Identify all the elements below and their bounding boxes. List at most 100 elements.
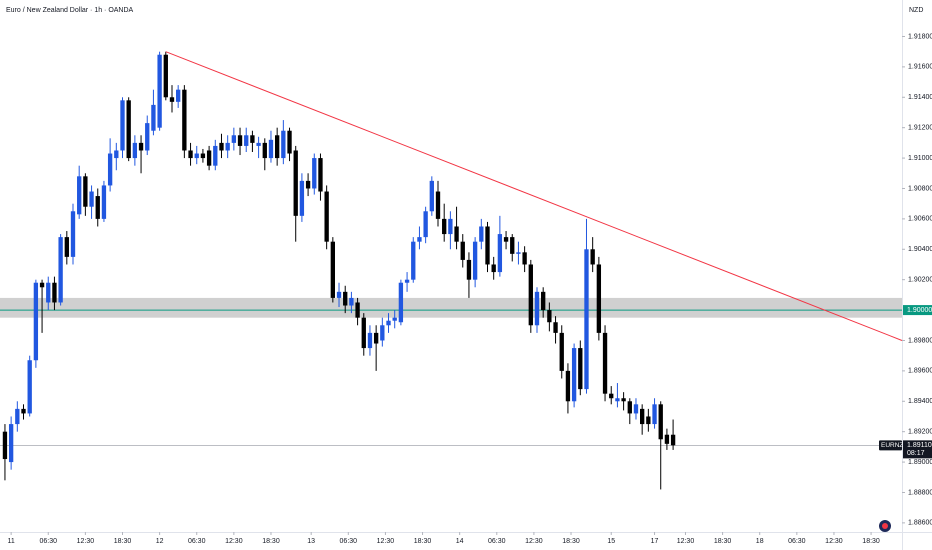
candle-body [652, 404, 657, 425]
candle-body [27, 360, 32, 414]
candle-body [547, 310, 552, 323]
x-tick-label: 18 [756, 538, 764, 545]
candle-body [101, 185, 107, 219]
candle-body [349, 297, 354, 306]
y-tick-label: 1.91200 [908, 125, 932, 132]
candle-body [417, 237, 422, 242]
candle-body [472, 241, 478, 280]
y-tick-label: 1.90600 [908, 216, 932, 223]
x-tick-label: 12:30 [677, 538, 695, 545]
y-tick-label: 1.88800 [908, 489, 932, 496]
candle-body [305, 180, 311, 189]
candle-body [250, 135, 255, 143]
candle-body [33, 282, 39, 361]
candle-body [670, 434, 676, 446]
candle-body [244, 135, 249, 146]
x-tick-label: 11 [7, 538, 14, 545]
candle-body [435, 191, 441, 219]
candle-body [454, 226, 459, 242]
x-tick-label: 12:30 [525, 538, 543, 545]
y-tick-label: 1.89400 [908, 398, 932, 405]
candle-body [516, 252, 521, 254]
candle-body [392, 317, 397, 321]
candle-body [584, 249, 589, 390]
x-tick-label: 12:30 [377, 538, 395, 545]
last-price-label: 1.89110 [907, 442, 932, 449]
x-tick-label: 06:30 [488, 538, 506, 545]
candle-body [120, 100, 125, 151]
level-label-box [903, 305, 932, 316]
candle-body [621, 398, 626, 402]
candle-body [398, 282, 404, 323]
candle-body [200, 153, 206, 159]
x-tick-label: 12 [156, 538, 164, 545]
x-tick-label: 14 [456, 538, 464, 545]
x-tick-label: 13 [307, 538, 315, 545]
candle-body [479, 226, 484, 242]
y-tick-label: 1.89800 [908, 337, 932, 344]
candle-body [157, 54, 162, 128]
candle-body [522, 252, 527, 265]
candle-body [89, 191, 94, 207]
candle-body [386, 320, 391, 326]
candle-body [324, 191, 329, 242]
x-tick-label: 06:30 [188, 538, 206, 545]
candle-body [293, 150, 298, 216]
x-tick-label: 12:30 [225, 538, 243, 545]
candle-body [423, 211, 428, 238]
x-tick-label: 12:30 [825, 538, 843, 545]
candle-body [15, 408, 20, 425]
candle-body [206, 150, 212, 166]
candle-body [182, 89, 187, 151]
y-tick-label: 1.91400 [908, 94, 932, 101]
level-label: 1.90000 [907, 307, 932, 314]
candle-body [225, 142, 230, 151]
candle-body [219, 142, 224, 151]
candle-body [70, 211, 76, 257]
candle-body [528, 264, 533, 326]
candle-body [497, 234, 503, 273]
x-tick-label: 18:30 [414, 538, 432, 545]
candle-body [565, 370, 571, 402]
candle-body [145, 123, 150, 151]
candle-body [95, 196, 100, 219]
candle-body [107, 153, 113, 186]
y-tick-label: 1.89000 [908, 459, 932, 466]
symbol-label: EURNZD [881, 442, 908, 449]
candle-body [541, 291, 546, 311]
candle-body [21, 408, 26, 414]
candle-body [188, 150, 193, 159]
candle-body [77, 176, 82, 215]
candle-body [460, 241, 465, 260]
x-tick-label: 17 [651, 538, 659, 545]
candle-body [39, 282, 45, 288]
candle-body [52, 282, 57, 303]
candle-body [132, 142, 138, 159]
x-tick-label: 06:30 [788, 538, 806, 545]
candle-body [138, 142, 144, 151]
candle-body [268, 139, 274, 159]
candle-body [318, 158, 323, 192]
candle-body [2, 431, 8, 460]
candle-body [664, 434, 670, 444]
currency-label: NZD [909, 7, 923, 14]
trendline [165, 51, 903, 341]
y-tick-label: 1.90800 [908, 185, 932, 192]
candle-body [429, 180, 434, 212]
logo [879, 520, 891, 532]
candle-body [343, 291, 348, 306]
candle-body [262, 142, 267, 159]
candle-body [176, 89, 181, 102]
y-tick-label: 1.91000 [908, 155, 932, 162]
y-tick-label: 1.89200 [908, 429, 932, 436]
candle-body [163, 54, 168, 98]
candle-body [602, 332, 608, 394]
candle-body [559, 332, 564, 371]
candle-body [64, 237, 69, 257]
candle-body [503, 237, 509, 242]
candle-body [553, 322, 558, 333]
candle-body [213, 145, 218, 166]
candle-body [312, 158, 317, 189]
